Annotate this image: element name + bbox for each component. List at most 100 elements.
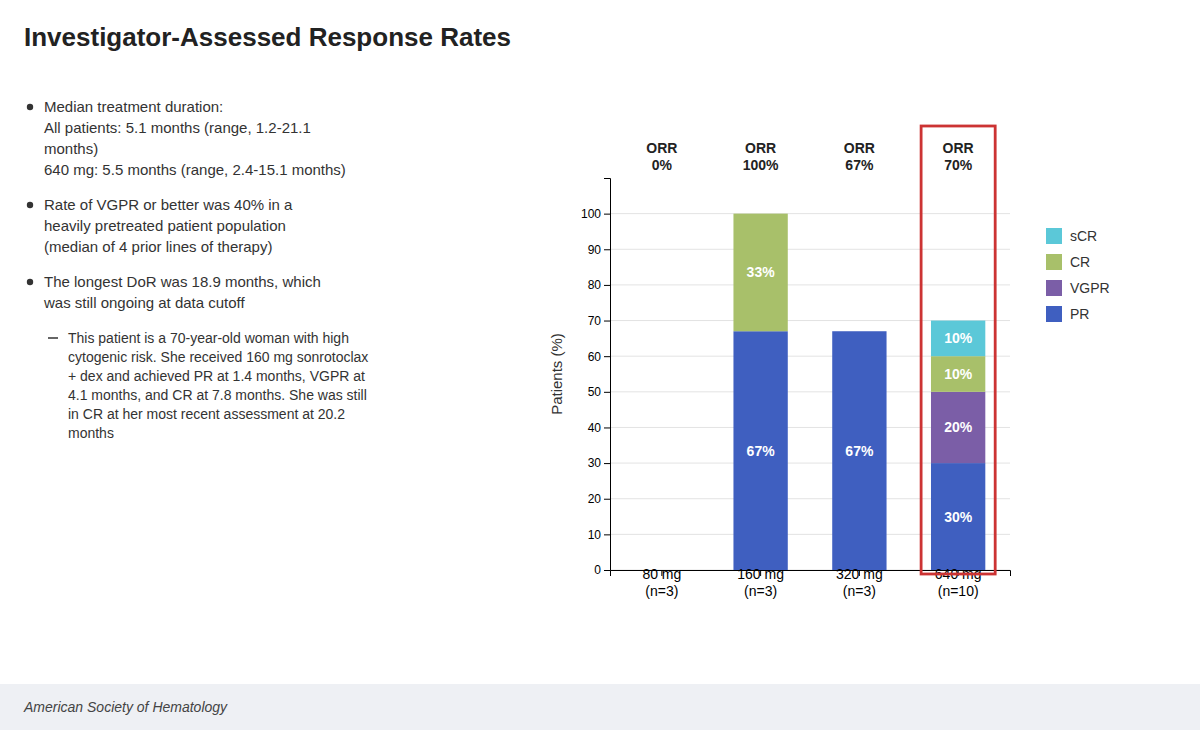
y-tick: 80 (588, 278, 610, 292)
bar-segment (832, 331, 886, 332)
data-label: 10% (944, 366, 973, 382)
y-tick-label: 20 (588, 492, 602, 506)
y-tick-mark (604, 321, 610, 322)
footer-band (0, 684, 1200, 730)
text-line: 160 mg (737, 566, 784, 582)
y-tick-label: 90 (588, 243, 602, 257)
y-tick-mark (604, 570, 610, 571)
text-line: Rate of VGPR or better was 40% in a (44, 196, 293, 213)
legend-label: PR (1070, 306, 1089, 322)
sub-bullet-dash (48, 337, 58, 339)
bars (733, 214, 985, 570)
data-label: 20% (944, 419, 973, 435)
series-scr (931, 321, 985, 357)
bullet-text: The longest DoR was 18.9 months, which wa… (43, 273, 321, 311)
text-line: (n=3) (645, 583, 678, 599)
series-vgpr (931, 392, 985, 463)
y-tick-label: 70 (588, 314, 602, 328)
bar-segment (832, 331, 886, 332)
bar-segment (832, 331, 886, 570)
text-line: months (68, 425, 114, 441)
x-tick-label: 640 mg(n=10) (935, 566, 982, 599)
legend-item: sCR (1046, 228, 1097, 244)
y-tick-mark (604, 249, 610, 250)
bullet-text: Rate of VGPR or better was 40% in a heavi… (44, 196, 293, 255)
y-tick-label: 50 (588, 385, 602, 399)
y-tick-label: 0 (594, 563, 601, 577)
y-axis: 0 10 20 30 40 50 60 70 80 90 100 (581, 179, 611, 578)
text-line: (n=3) (843, 583, 876, 599)
legend-label: VGPR (1070, 280, 1110, 296)
y-tick-label: 60 (588, 350, 602, 364)
text-line: months) (44, 140, 98, 157)
grid-line (610, 213, 1010, 214)
bar-segment (733, 213, 787, 214)
y-tick: 70 (588, 314, 610, 328)
y-tick: 20 (588, 492, 610, 506)
y-tick-label: 40 (588, 421, 602, 435)
bar-segment (832, 331, 886, 332)
y-tick-mark (604, 499, 610, 500)
annotation: ORR0% (646, 140, 677, 173)
text-line: heavily pretreated patient population (44, 217, 286, 234)
legend-swatch (1046, 280, 1062, 296)
y-tick: 50 (588, 385, 610, 399)
y-tick-mark (604, 427, 610, 428)
y-tick-mark (604, 285, 610, 286)
x-axis: 80 mg(n=3)160 mg(n=3)320 mg(n=3)640 mg(n… (611, 566, 1011, 599)
legend-item: VGPR (1046, 280, 1110, 296)
title: Investigator-Assessed Response Rates (24, 22, 511, 52)
y-tick-label: 30 (588, 456, 602, 470)
text-line: cytogenic risk. She received 160 mg sonr… (68, 349, 368, 365)
y-tick-mark (604, 392, 610, 393)
text-panel: Median treatment duration:All patients: … (27, 98, 369, 441)
bar-segment (733, 331, 787, 570)
highlight-box (921, 126, 995, 574)
series-cr (733, 214, 985, 392)
data-label: 33% (747, 264, 776, 280)
x-tick: 320 mg(n=3) (836, 566, 883, 599)
y-tick-mark (604, 534, 610, 535)
text-line: was still ongoing at data cutoff (43, 294, 246, 311)
footer: American Society of Hematology (0, 684, 1200, 730)
y-tick-label: 10 (588, 528, 602, 542)
legend-label: CR (1070, 254, 1090, 270)
text-line: (median of 4 prior lines of therapy) (44, 238, 272, 255)
y-tick: 10 (588, 528, 610, 542)
bullet-text: Median treatment duration:All patients: … (44, 98, 346, 178)
bar-segment (931, 463, 985, 570)
legend-item: CR (1046, 254, 1090, 270)
legend-label: sCR (1070, 228, 1097, 244)
bullet-dot (27, 104, 33, 110)
bar-segment (931, 356, 985, 392)
data-label: 30% (944, 509, 973, 525)
text-line: (n=10) (938, 583, 979, 599)
x-tick-label: 80 mg(n=3) (642, 566, 681, 599)
y-axis-title: Patients (%) (548, 333, 565, 415)
text-line: 0% (652, 157, 673, 173)
y-axis-line (604, 179, 611, 571)
text-line: 70% (944, 157, 973, 173)
legend: sCR CR VGPR PR (1046, 228, 1110, 322)
y-tick: 90 (588, 243, 610, 257)
series-pr (733, 331, 985, 570)
data-label: 67% (747, 443, 776, 459)
data-labels: 67%67%30%20%33%10%10% (747, 264, 973, 524)
grid-line (610, 249, 1010, 250)
annotation: ORR67% (844, 140, 875, 173)
grid-line (610, 284, 1010, 285)
chart-canvas: Investigator-Assessed Response Rates Medi… (0, 0, 1200, 730)
bar-segment (733, 214, 787, 332)
data-label: 10% (944, 330, 973, 346)
text-line: ORR (745, 140, 776, 156)
text-line: This patient is a 70-year-old woman with… (68, 330, 349, 346)
y-tick-mark (604, 214, 610, 215)
grid (610, 214, 1010, 570)
text-line: (n=3) (744, 583, 777, 599)
text-line: The longest DoR was 18.9 months, which (44, 273, 321, 290)
text-line: in CR at her most recent assessment at 2… (68, 406, 345, 422)
text-line: 4.1 months, and CR at 7.8 months. She wa… (68, 387, 367, 403)
y-tick-mark (604, 463, 610, 464)
y-tick-label: 100 (581, 207, 601, 221)
text-line: 80 mg (642, 566, 681, 582)
